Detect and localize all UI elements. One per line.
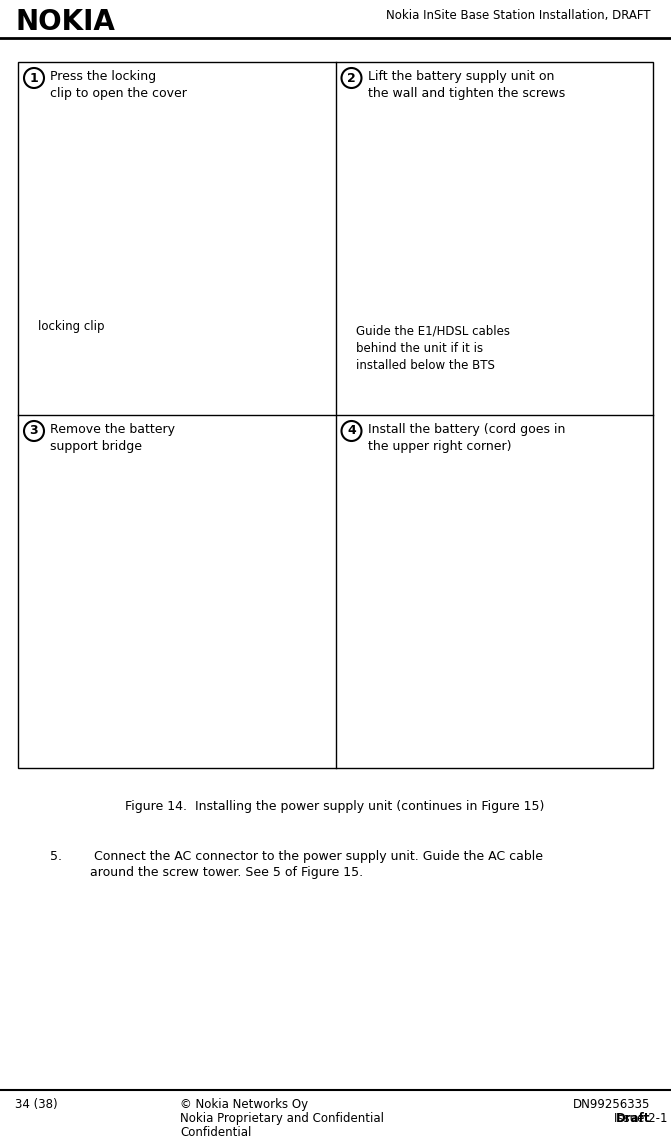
Text: 1: 1 <box>30 71 38 85</box>
Text: Lift the battery supply unit on
the wall and tighten the screws: Lift the battery supply unit on the wall… <box>368 70 565 100</box>
Text: NOKIA: NOKIA <box>15 8 115 36</box>
Text: Nokia Proprietary and Confidential: Nokia Proprietary and Confidential <box>180 1112 384 1125</box>
Text: around the screw tower. See 5 of Figure 15.: around the screw tower. See 5 of Figure … <box>50 866 363 879</box>
Text: 2: 2 <box>347 71 356 85</box>
Text: Issue 2-1 en: Issue 2-1 en <box>614 1112 671 1125</box>
Text: Guide the E1/HDSL cables
behind the unit if it is
installed below the BTS: Guide the E1/HDSL cables behind the unit… <box>356 325 509 372</box>
Text: Confidential: Confidential <box>180 1127 252 1139</box>
Bar <box>18 62 653 768</box>
Text: Press the locking
clip to open the cover: Press the locking clip to open the cover <box>50 70 187 100</box>
Text: Draft: Draft <box>615 1112 650 1125</box>
Text: Remove the battery
support bridge: Remove the battery support bridge <box>50 423 175 453</box>
Text: 34 (38): 34 (38) <box>15 1098 58 1110</box>
Text: Install the battery (cord goes in
the upper right corner): Install the battery (cord goes in the up… <box>368 423 565 453</box>
Text: locking clip: locking clip <box>38 320 105 333</box>
Text: 4: 4 <box>347 424 356 438</box>
Text: 5.        Connect the AC connector to the power supply unit. Guide the AC cable: 5. Connect the AC connector to the power… <box>50 850 543 863</box>
Text: Figure 14.  Installing the power supply unit (continues in Figure 15): Figure 14. Installing the power supply u… <box>125 800 545 813</box>
Text: 3: 3 <box>30 424 38 438</box>
Text: © Nokia Networks Oy: © Nokia Networks Oy <box>180 1098 308 1110</box>
Text: Nokia InSite Base Station Installation, DRAFT: Nokia InSite Base Station Installation, … <box>386 8 650 22</box>
Text: DN99256335: DN99256335 <box>572 1098 650 1110</box>
